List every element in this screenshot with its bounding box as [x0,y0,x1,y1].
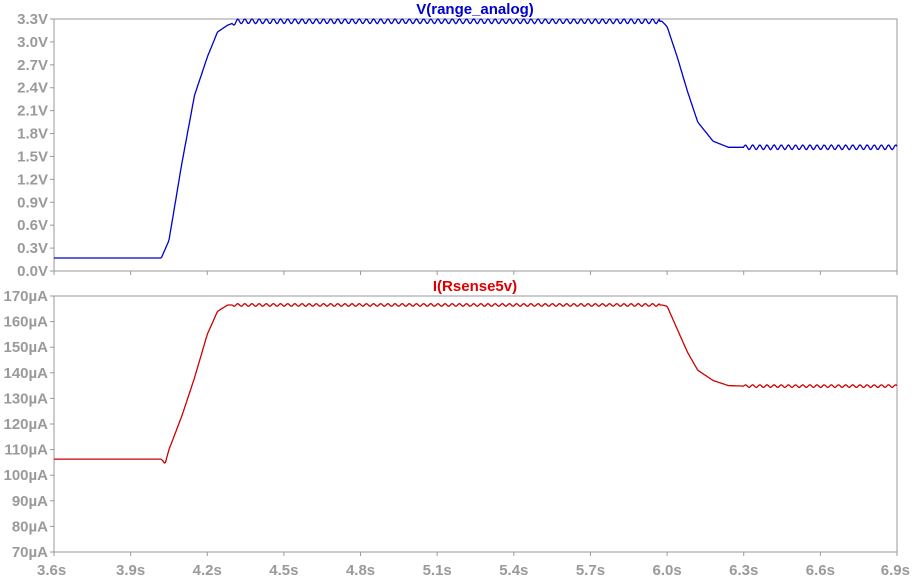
current-chart-title: I(Rsense5v) [433,278,517,295]
y-tick-label: 1.2V [17,171,48,188]
y-tick-label: 2.7V [17,57,48,74]
voltage-chart-title: V(range_analog) [416,1,534,18]
x-tick-label: 6.3s [729,562,758,579]
y-tick-label: 70µA [12,544,48,561]
x-tick-label: 4.5s [269,562,298,579]
y-tick-label: 0.6V [17,217,48,234]
y-tick-label: 100µA [3,467,48,484]
series-line [54,17,898,259]
current-pane-frame [53,295,898,553]
x-tick-label: 5.4s [499,562,528,579]
y-tick-label: 2.1V [17,103,48,120]
y-tick-label: 0.3V [17,240,48,257]
x-tick-label: 4.2s [193,562,222,579]
voltage-series [54,17,898,259]
y-tick-label: 0.9V [17,194,48,211]
y-tick-label: 140µA [3,365,48,382]
y-tick-label: 120µA [3,416,48,433]
y-tick-label: 1.5V [17,148,48,165]
y-tick-label: 90µA [12,493,48,510]
y-tick-label: 170µA [3,288,48,305]
voltage-y-axis: 0.0V 0.3V 0.6V 0.9V 1.2V 1.5V 1.8V 2.1V 2.4V 2.7V… [17,11,54,280]
current-series [54,302,898,464]
x-tick-label: 5.1s [423,562,452,579]
x-tick-label: 6.6s [806,562,835,579]
y-tick-label: 150µA [3,339,48,356]
x-tick-label: 5.7s [576,562,605,579]
series-line [54,302,898,464]
y-tick-label: 3.3V [17,11,48,28]
y-tick-label: 130µA [3,390,48,407]
voltage-pane-frame [53,18,898,272]
x-tick-label: 3.9s [116,562,145,579]
current-y-axis: 70µA 80µA 90µA 100µA 110µA 120µA 130µA 140µA 150… [3,288,54,561]
x-tick-label: 3.6s [37,562,66,579]
y-tick-label: 0.0V [17,263,48,280]
time-x-axis: 3.6s 3.9s 4.2s 4.5s 4.8s 5.1s 5.4s 5.7s 6.0s 6.3s… [37,271,910,579]
y-tick-label: 1.8V [17,126,48,143]
y-tick-label: 3.0V [17,34,48,51]
y-tick-label: 80µA [12,518,48,535]
x-tick-label: 6.0s [652,562,681,579]
y-tick-label: 2.4V [17,80,48,97]
x-tick-label: 4.8s [346,562,375,579]
x-tick-label: 6.9s [881,562,910,579]
y-tick-label: 160µA [3,314,48,331]
y-tick-label: 110µA [4,442,48,459]
